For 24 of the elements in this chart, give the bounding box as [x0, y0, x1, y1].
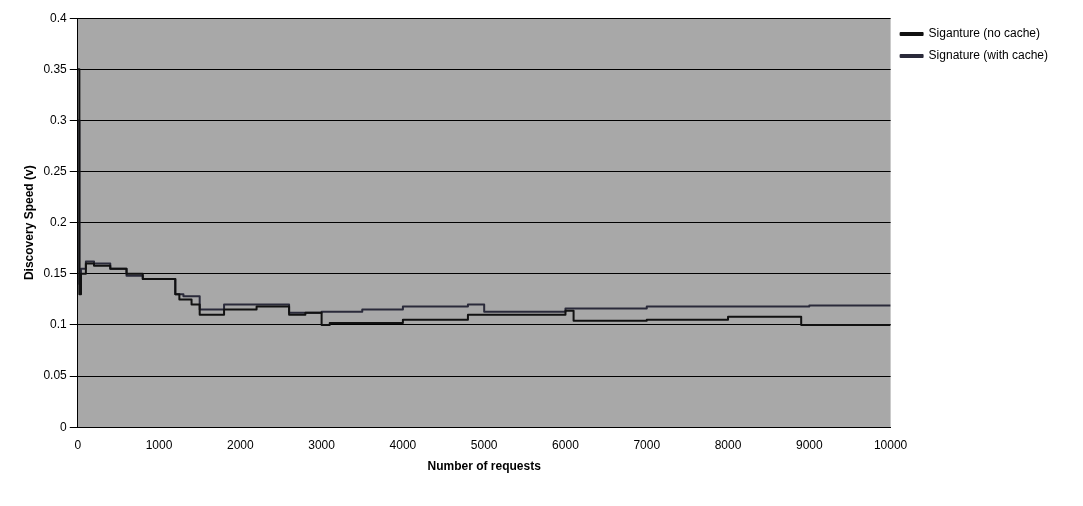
x-tick-label: 6000	[552, 437, 580, 452]
legend-label: Siganture (no cache)	[928, 26, 1041, 41]
y-tick-label: 0.1	[50, 317, 68, 332]
y-tick-label: 0	[60, 419, 68, 434]
x-tick-label: 7000	[633, 437, 661, 452]
x-axis-title: Number of requests	[427, 459, 542, 474]
y-axis-title: Discovery Speed (v)	[21, 165, 36, 281]
y-tick-label: 0.4	[50, 10, 68, 25]
x-tick-label: 1000	[145, 437, 173, 452]
x-tick-label: 10000	[873, 437, 908, 452]
x-tick-label: 5000	[470, 437, 498, 452]
x-tick-label: 4000	[389, 437, 417, 452]
x-tick-label: 9000	[795, 437, 823, 452]
y-tick-label: 0.15	[43, 266, 68, 281]
x-tick-label: 2000	[226, 437, 254, 452]
x-tick-label: 3000	[308, 437, 336, 452]
x-tick-label: 0	[74, 437, 82, 452]
legend-label: Signature (with cache)	[928, 48, 1048, 63]
y-tick-label: 0.35	[43, 61, 68, 76]
x-tick-label: 8000	[714, 437, 742, 452]
y-tick-label: 0.3	[50, 112, 68, 127]
y-tick-label: 0.05	[43, 368, 68, 383]
y-tick-label: 0.2	[50, 215, 68, 230]
y-tick-label: 0.25	[43, 163, 68, 178]
